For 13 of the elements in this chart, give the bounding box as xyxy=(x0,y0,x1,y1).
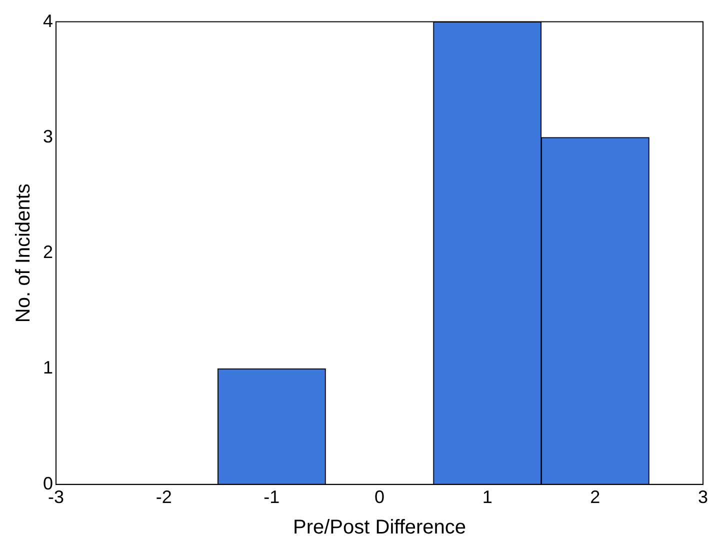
x-tick-label: 3 xyxy=(698,487,708,508)
y-tick-label: 0 xyxy=(42,473,54,494)
y-tick-label: 2 xyxy=(42,242,54,262)
x-tick-label: 0 xyxy=(374,487,385,508)
y-axis-title: No. of Incidents xyxy=(12,184,35,323)
x-tick-label: -1 xyxy=(264,487,280,508)
x-tick-label: 2 xyxy=(590,487,600,508)
y-tick-label: 1 xyxy=(42,358,54,378)
y-tick-label: 4 xyxy=(42,10,54,31)
y-tick-label: 3 xyxy=(42,126,54,146)
x-axis-title: Pre/Post Difference xyxy=(292,516,466,539)
x-tick-label: -2 xyxy=(156,487,172,508)
x-tick-label: 1 xyxy=(482,487,492,508)
